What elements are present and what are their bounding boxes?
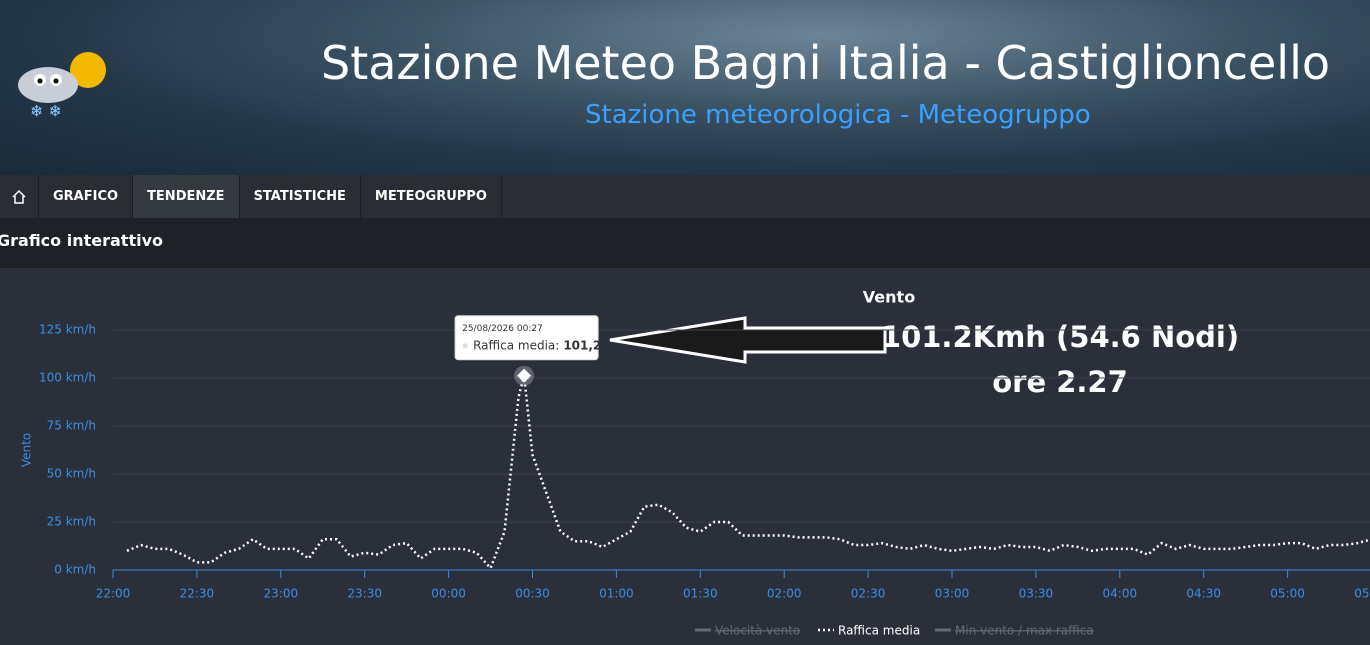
legend-label: Velocità vento <box>715 624 800 638</box>
annotation: ore 2.27 <box>992 365 1128 399</box>
y-tick-label: 50 km/h <box>47 467 96 481</box>
logo: ❄ ❄ <box>18 52 106 121</box>
x-tick-label: 04:30 <box>1186 587 1221 601</box>
y-tick-label: 100 km/h <box>39 371 96 385</box>
nav-item[interactable]: TENDENZE <box>133 175 240 218</box>
x-tick-label: 23:00 <box>264 587 299 601</box>
tooltip-date: 25/08/2026 00:27 <box>462 324 543 334</box>
tooltip-series: Raffica media: <box>473 338 559 352</box>
chart: Vento Vento 101.2Kmh (54.6 Nodi) ore 2.2… <box>20 288 1370 638</box>
x-tick-label: 05:00 <box>1270 587 1305 601</box>
legend-label: Min vento / max raffica <box>955 624 1094 638</box>
tooltip-label: Raffica media: 101,2 <box>473 338 601 352</box>
panel-title: Grafico interattivo <box>0 231 163 250</box>
y-axis-label: Vento <box>20 433 34 467</box>
x-tick-label: 22:30 <box>180 587 215 601</box>
x-tick-label: 01:00 <box>599 587 634 601</box>
x-tick-label: 02:00 <box>767 587 802 601</box>
x-tick-label: 03:00 <box>935 587 970 601</box>
x-tick-label: 00:00 <box>431 587 466 601</box>
site-subtitle: Stazione meteorologica - Meteogruppo <box>585 100 1091 130</box>
tooltip-box <box>454 315 599 361</box>
svg-text:❄ ❄: ❄ ❄ <box>30 102 62 121</box>
line-series <box>126 375 1370 571</box>
x-tick-label: 05:30 <box>1354 587 1370 601</box>
x-tick-label: 22:00 <box>96 587 131 601</box>
x-tick-label: 04:00 <box>1103 587 1138 601</box>
chart-title: Vento <box>863 288 915 307</box>
nav-item[interactable]: STATISTICHE <box>240 175 361 218</box>
y-tick-label: 125 km/h <box>39 323 96 337</box>
y-tick-label: 75 km/h <box>47 419 96 433</box>
panel-header: Grafico interattivo <box>0 218 1370 268</box>
header: ❄ ❄ Stazione Meteo Bagni Italia - Castig… <box>0 0 1370 175</box>
tooltip-value: 101,2 <box>563 338 601 352</box>
nav-item[interactable]: GRAFICO <box>39 175 134 218</box>
x-tick-label: 02:30 <box>851 587 886 601</box>
nav-item[interactable]: METEOGRUPPO <box>361 175 502 218</box>
home-icon <box>12 189 26 204</box>
legend-label: Raffica media <box>838 624 920 638</box>
x-tick-label: 00:30 <box>515 587 550 601</box>
home-button[interactable] <box>0 175 39 218</box>
nav-bar: GRAFICO TENDENZE STATISTICHE METEOGRUPPO <box>0 175 1370 218</box>
y-tick-label: 0 km/h <box>54 563 96 577</box>
site-title: Stazione Meteo Bagni Italia - Castiglion… <box>321 36 1330 90</box>
annotation: 101.2Kmh (54.6 Nodi) <box>881 320 1239 354</box>
x-tick-label: 01:30 <box>683 587 718 601</box>
x-tick-label: 03:30 <box>1019 587 1054 601</box>
annotation-arrow <box>609 316 887 364</box>
x-tick-label: 23:30 <box>347 587 382 601</box>
hover-marker <box>517 368 532 383</box>
y-tick-label: 25 km/h <box>47 515 96 529</box>
tooltip-dot <box>462 343 468 349</box>
